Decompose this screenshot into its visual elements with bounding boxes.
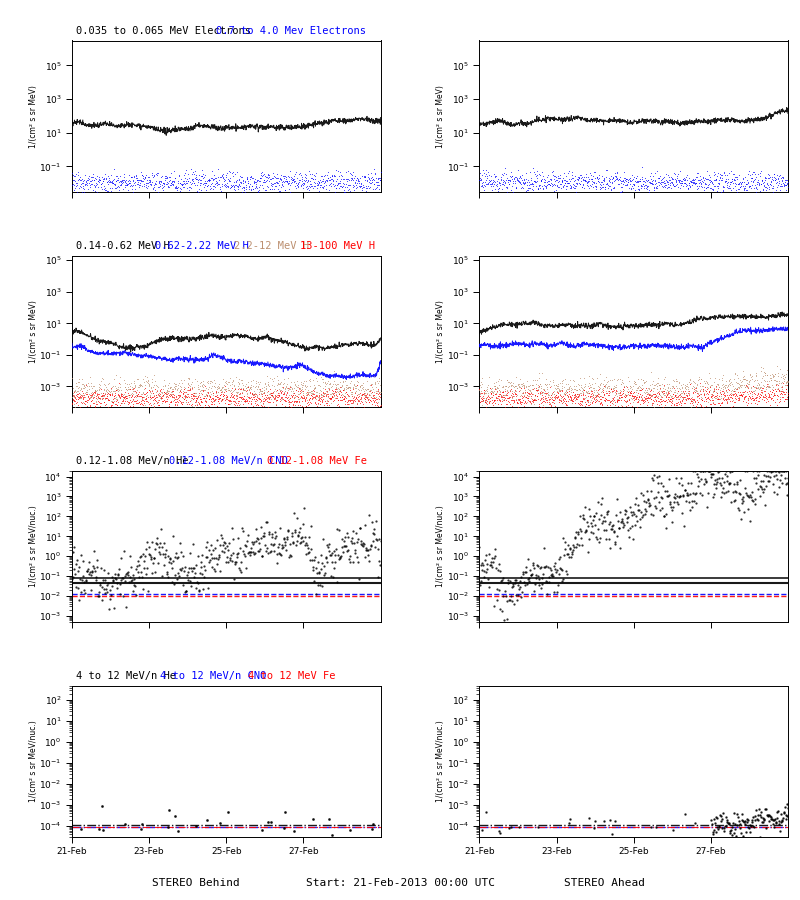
Text: 4 to 12 MeV Fe: 4 to 12 MeV Fe xyxy=(248,671,336,681)
Text: 4 to 12 MeV/n He: 4 to 12 MeV/n He xyxy=(76,671,176,681)
Text: 0.12-1.08 MeV/n He: 0.12-1.08 MeV/n He xyxy=(76,456,189,466)
Text: 2.2-12 MeV H: 2.2-12 MeV H xyxy=(234,241,310,251)
Y-axis label: 1/(cm² s sr MeV): 1/(cm² s sr MeV) xyxy=(29,300,38,363)
Text: 4 to 12 MeV/n CNO: 4 to 12 MeV/n CNO xyxy=(160,671,266,681)
Y-axis label: 1/(cm² s sr MeV/nuc.): 1/(cm² s sr MeV/nuc.) xyxy=(436,720,445,802)
Y-axis label: 1/(cm² s sr MeV): 1/(cm² s sr MeV) xyxy=(436,85,446,148)
Text: 0.14-0.62 MeV H: 0.14-0.62 MeV H xyxy=(76,241,170,251)
Text: 13-100 MeV H: 13-100 MeV H xyxy=(300,241,374,251)
Y-axis label: 1/(cm² s sr MeV/nuc.): 1/(cm² s sr MeV/nuc.) xyxy=(436,506,446,587)
Text: STEREO Ahead: STEREO Ahead xyxy=(563,878,645,888)
Y-axis label: 1/(cm² s sr MeV/nuc.): 1/(cm² s sr MeV/nuc.) xyxy=(29,720,38,802)
Text: 0.7 to 4.0 Mev Electrons: 0.7 to 4.0 Mev Electrons xyxy=(215,26,366,36)
Y-axis label: 1/(cm² s sr MeV): 1/(cm² s sr MeV) xyxy=(436,300,446,363)
Y-axis label: 1/(cm² s sr MeV/nuc.): 1/(cm² s sr MeV/nuc.) xyxy=(29,506,38,587)
Text: 0.62-2.22 MeV H: 0.62-2.22 MeV H xyxy=(155,241,249,251)
Text: STEREO Behind: STEREO Behind xyxy=(152,878,240,888)
Y-axis label: 1/(cm² s sr MeV): 1/(cm² s sr MeV) xyxy=(29,85,38,148)
Text: 0.12-1.08 MeV/n CNO: 0.12-1.08 MeV/n CNO xyxy=(169,456,288,466)
Text: Start: 21-Feb-2013 00:00 UTC: Start: 21-Feb-2013 00:00 UTC xyxy=(306,878,494,888)
Text: 0.035 to 0.065 MeV Electrons: 0.035 to 0.065 MeV Electrons xyxy=(76,26,251,36)
Text: 0.12-1.08 MeV Fe: 0.12-1.08 MeV Fe xyxy=(267,456,367,466)
